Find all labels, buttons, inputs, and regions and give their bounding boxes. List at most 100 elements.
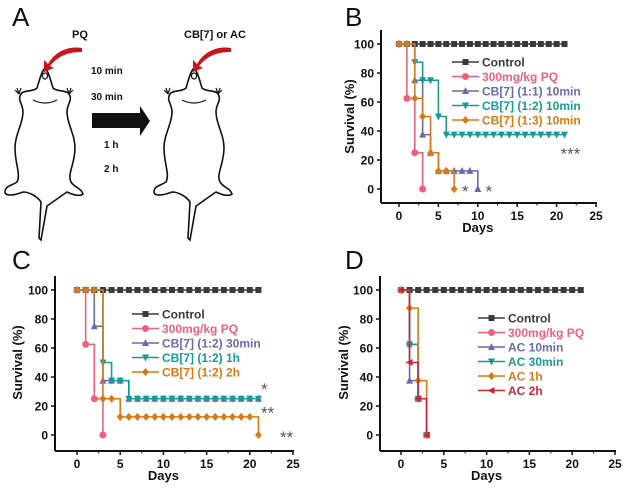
data-point	[490, 131, 498, 139]
y-tick-label: 100	[353, 284, 373, 298]
data-point	[434, 113, 442, 121]
y-tick-label: 40	[361, 125, 375, 139]
data-point	[443, 41, 450, 47]
legend-marker	[488, 372, 495, 380]
data-point	[534, 287, 541, 293]
data-point	[545, 41, 552, 47]
legend-item: AC 1h	[478, 370, 543, 384]
data-point	[177, 412, 185, 421]
data-point	[211, 395, 219, 403]
data-point	[220, 412, 228, 421]
data-point	[537, 131, 545, 139]
legend-item: CB[7] (1:2) 1h	[132, 351, 240, 365]
data-point	[449, 287, 456, 293]
data-point	[432, 287, 439, 293]
injection-label-pq: PQ	[72, 29, 88, 41]
y-tick-label: 0	[366, 429, 373, 443]
data-point	[246, 287, 253, 293]
data-point	[143, 287, 150, 293]
y-axis-label: Survival (%)	[10, 325, 25, 399]
data-point	[560, 287, 567, 293]
legend-item: CB[7] (1:1) 10min	[452, 85, 581, 99]
data-point	[238, 287, 245, 293]
data-point	[526, 287, 533, 293]
data-point	[442, 131, 450, 139]
y-axis-label: Survival (%)	[342, 79, 357, 153]
data-point	[117, 287, 124, 293]
data-point	[255, 287, 262, 293]
data-point	[560, 131, 568, 139]
legend-marker	[142, 311, 149, 317]
data-point	[116, 412, 124, 421]
data-point	[522, 41, 529, 47]
panel-a-letter: A	[12, 2, 30, 32]
data-point	[403, 94, 411, 102]
x-tick-label: 20	[243, 457, 257, 471]
data-point	[490, 41, 497, 47]
data-point	[403, 40, 411, 48]
legend-marker	[488, 358, 495, 366]
data-point	[82, 286, 90, 294]
data-point	[99, 394, 107, 403]
legend-marker	[488, 315, 495, 321]
data-point	[237, 395, 245, 403]
data-point	[440, 287, 447, 293]
y-tick-label: 40	[35, 371, 49, 385]
y-tick-label: 60	[361, 96, 375, 110]
legend-marker	[142, 325, 149, 332]
data-point	[168, 412, 176, 421]
x-tick-label: 10	[471, 209, 485, 223]
mouse-left-illustration	[4, 66, 84, 242]
x-tick-label: 5	[440, 457, 447, 471]
x-tick-label: 25	[589, 209, 603, 223]
legend-label: AC 10min	[508, 341, 563, 355]
red-arrow-right-icon	[193, 47, 231, 72]
data-point	[545, 131, 553, 139]
data-point	[419, 185, 427, 193]
legend-item: CB[7] (1:2) 10min	[452, 99, 581, 113]
data-point	[513, 131, 521, 139]
x-tick-label: 10	[480, 457, 494, 471]
significance-annotation: **	[261, 403, 275, 422]
x-tick-label: 0	[396, 209, 403, 223]
significance-annotation: ***	[561, 144, 581, 163]
data-point	[552, 287, 559, 293]
x-tick-label: 15	[511, 209, 525, 223]
data-point	[458, 131, 466, 139]
x-tick-label: 25	[608, 457, 622, 471]
legend-marker	[487, 387, 495, 394]
data-point	[561, 41, 568, 47]
data-point	[458, 166, 466, 174]
legend-label: 300mg/kg PQ	[162, 322, 238, 336]
x-tick-label: 25	[286, 457, 300, 471]
data-point	[220, 395, 228, 403]
legend-label: AC 2h	[508, 384, 543, 398]
data-point	[509, 287, 516, 293]
legend-label: CB[7] (1:3) 10min	[482, 114, 581, 128]
data-point	[419, 77, 427, 85]
y-tick-label: 40	[360, 371, 374, 385]
legend-item: Control	[132, 308, 205, 322]
data-point	[497, 131, 505, 139]
data-point	[543, 287, 550, 293]
data-point	[108, 377, 116, 385]
data-point	[108, 287, 115, 293]
legend-marker	[462, 73, 469, 80]
data-point	[529, 131, 537, 139]
y-tick-label: 60	[35, 342, 49, 356]
time-label-2h: 2 h	[104, 164, 118, 175]
data-point	[506, 41, 513, 47]
series-line	[401, 289, 428, 435]
x-tick-label: 10	[157, 457, 171, 471]
data-point	[451, 41, 458, 47]
legend-marker	[462, 59, 469, 65]
x-tick-label: 15	[200, 457, 214, 471]
y-tick-label: 20	[360, 400, 374, 414]
data-point	[474, 131, 482, 139]
data-point	[151, 395, 159, 403]
legend-item: CB[7] (1:3) 10min	[452, 114, 581, 128]
data-point	[159, 412, 167, 421]
panel-a-schematic: PQ CB[7] or AC 10 min 30 min 1 h 2 h	[4, 29, 246, 242]
legend-label: CB[7] (1:1) 10min	[482, 85, 581, 99]
